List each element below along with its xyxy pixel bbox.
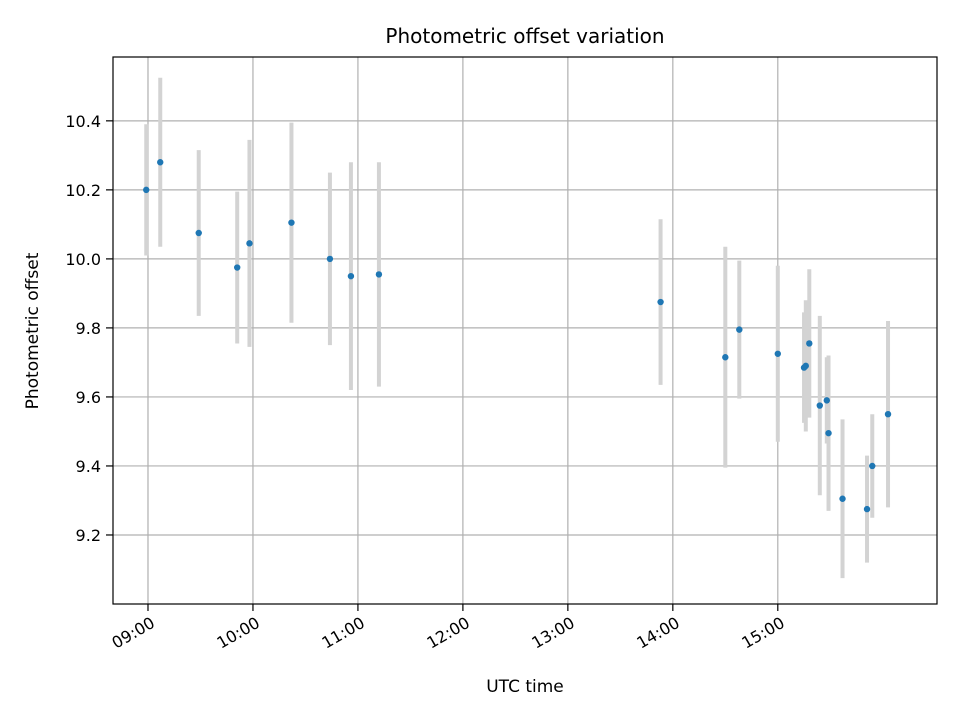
data-point <box>839 495 846 502</box>
plot-frame <box>112 56 938 605</box>
data-point <box>816 402 823 409</box>
chart-title: Photometric offset variation <box>385 24 664 48</box>
data-point <box>375 271 383 278</box>
data-point <box>347 272 355 280</box>
data-point <box>802 362 809 370</box>
data-point <box>246 240 253 247</box>
y-tick-label: 9.6 <box>76 388 101 407</box>
data-point <box>722 354 729 361</box>
data-point <box>143 186 150 194</box>
data-point <box>884 410 892 418</box>
y-tick-label: 10.4 <box>65 112 101 131</box>
y-axis-title: Photometric offset <box>23 252 43 409</box>
data-point <box>869 462 876 470</box>
data-point <box>234 264 241 271</box>
data-point <box>806 340 813 347</box>
data-point <box>863 505 871 513</box>
data-point <box>736 326 743 333</box>
y-tick-label: 10.0 <box>65 250 101 269</box>
data-point <box>823 397 830 404</box>
x-axis-title: UTC time <box>486 677 564 697</box>
y-axis: 9.2 9.4 9.6 9.8 10.0 10.2 10.4 <box>65 112 113 545</box>
y-tick-label: 9.2 <box>76 526 101 545</box>
y-tick-label: 9.4 <box>76 457 101 476</box>
data-point <box>288 219 295 226</box>
data-point <box>825 429 832 437</box>
data-point <box>657 298 664 306</box>
data-points <box>143 159 892 513</box>
data-point <box>157 159 164 166</box>
data-point <box>195 229 202 237</box>
data-point <box>774 350 781 357</box>
y-tick-label: 10.2 <box>65 181 101 200</box>
data-point <box>326 255 334 263</box>
y-tick-label: 9.8 <box>76 319 101 338</box>
